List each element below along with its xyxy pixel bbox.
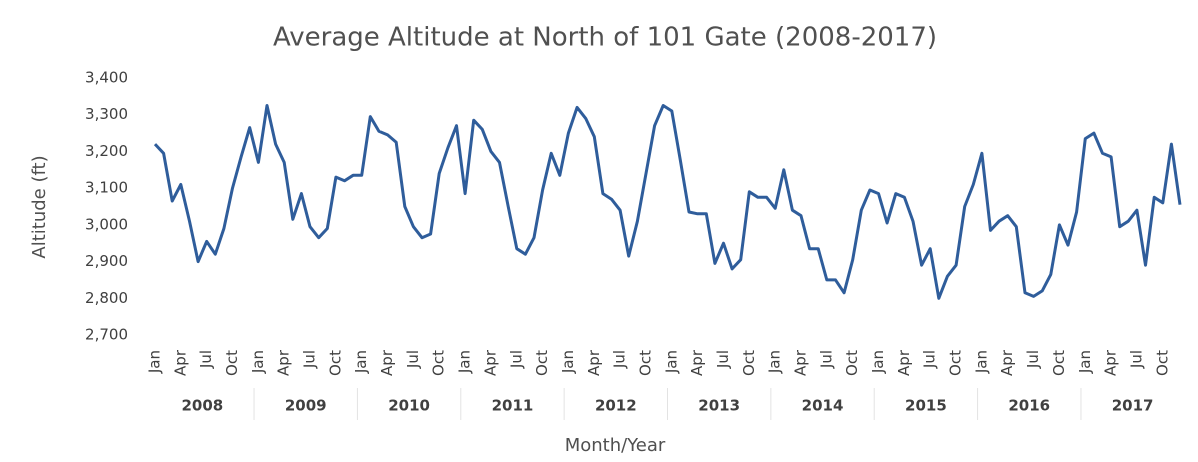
y-axis-title: Altitude (ft) — [29, 155, 50, 258]
x-tick-label: Jan — [352, 350, 370, 374]
x-tick-label: Apr — [585, 349, 603, 376]
x-tick-label: Oct — [430, 350, 448, 376]
x-tick-label: Jan — [249, 350, 267, 374]
x-tick-label: Jan — [456, 350, 474, 374]
x-tick-label: Oct — [223, 350, 241, 376]
y-tick-label: 2,900 — [85, 252, 128, 270]
x-tick-label: Apr — [1102, 349, 1120, 376]
x-tick-label: Jul — [1024, 350, 1042, 369]
x-tick-label: Oct — [947, 350, 965, 376]
x-tick-label: Apr — [171, 349, 189, 376]
x-tick-label: Apr — [481, 349, 499, 376]
chart-title: Average Altitude at North of 101 Gate (2… — [273, 23, 937, 53]
y-tick-label: 3,300 — [85, 105, 128, 123]
x-tick-label: Apr — [275, 349, 293, 376]
y-tick-label: 3,000 — [85, 215, 128, 233]
year-label: 2016 — [1008, 397, 1050, 415]
x-tick-label: Jul — [404, 350, 422, 369]
x-tick-label: Jul — [921, 350, 939, 369]
x-tick-label: Apr — [895, 349, 913, 376]
x-tick-label: Oct — [843, 350, 861, 376]
x-tick-label: Jul — [714, 350, 732, 369]
year-label: 2008 — [181, 397, 223, 415]
x-tick-label: Jan — [1076, 350, 1094, 374]
x-tick-label: Jan — [972, 350, 990, 374]
x-tick-label: Apr — [998, 349, 1016, 376]
x-tick-label: Jul — [611, 350, 629, 369]
year-label: 2015 — [905, 397, 947, 415]
x-tick-label: Oct — [533, 350, 551, 376]
year-label: 2013 — [698, 397, 740, 415]
x-tick-label: Jul — [507, 350, 525, 369]
x-tick-label: Jul — [301, 350, 319, 369]
year-label: 2017 — [1112, 397, 1154, 415]
data-line — [153, 104, 1182, 300]
x-tick-label: Jan — [146, 350, 164, 374]
x-tick-label: Oct — [326, 350, 344, 376]
x-tick-label: Jan — [559, 350, 577, 374]
x-tick-label: Jul — [1127, 350, 1145, 369]
x-tick-label: Oct — [1153, 350, 1171, 376]
year-label: 2011 — [492, 397, 534, 415]
year-label: 2012 — [595, 397, 637, 415]
y-tick-label: 3,100 — [85, 179, 128, 197]
x-tick-label: Jul — [197, 350, 215, 369]
x-tick-label: Jan — [662, 350, 680, 374]
year-label: 2009 — [285, 397, 327, 415]
year-label: 2010 — [388, 397, 430, 415]
x-tick-label: Oct — [1050, 350, 1068, 376]
x-axis-title: Month/Year — [565, 435, 666, 456]
y-tick-label: 3,400 — [85, 69, 128, 87]
year-label: 2014 — [802, 397, 844, 415]
x-tick-label: Jan — [869, 350, 887, 374]
x-tick-label: Apr — [688, 349, 706, 376]
x-tick-label: Jul — [817, 350, 835, 369]
y-tick-label: 3,200 — [85, 142, 128, 160]
y-tick-label: 2,800 — [85, 289, 128, 307]
x-tick-label: Apr — [378, 349, 396, 376]
y-tick-label: 2,700 — [85, 326, 128, 344]
x-tick-label: Oct — [636, 350, 654, 376]
x-tick-label: Oct — [740, 350, 758, 376]
x-tick-label: Jan — [766, 350, 784, 374]
x-tick-label: Apr — [792, 349, 810, 376]
